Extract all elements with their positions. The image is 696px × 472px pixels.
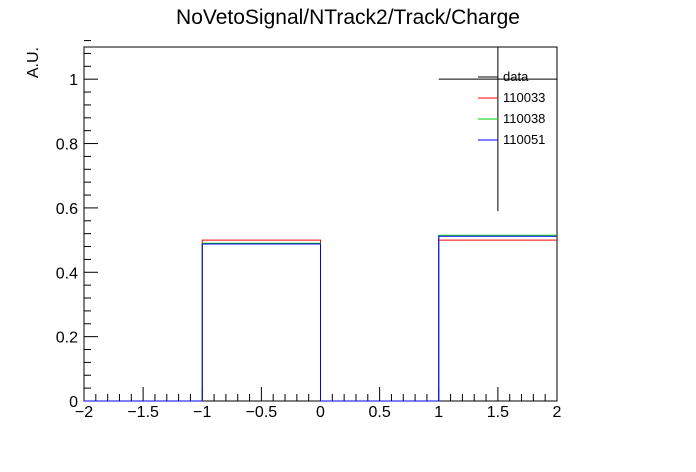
x-tick-label: 2 — [553, 404, 562, 421]
x-tick-label: 1.5 — [487, 404, 509, 421]
series-layer — [84, 47, 557, 402]
legend-label-data: data — [503, 69, 529, 84]
x-tick-label: 0.5 — [369, 404, 391, 421]
data-point — [438, 47, 557, 212]
axis-ticks — [83, 40, 558, 402]
series-110051 — [84, 235, 557, 402]
y-tick-label: 0.6 — [56, 201, 78, 218]
y-axis-label: A.U. — [25, 47, 42, 78]
legend-label-110038: 110038 — [503, 111, 545, 126]
y-tick-label: 0.8 — [56, 137, 78, 154]
y-tick-label: 0 — [69, 394, 78, 411]
chart-title: NoVetoSignal/NTrack2/Track/Charge — [176, 6, 520, 29]
x-tick-label: 1 — [434, 404, 443, 421]
y-tick-label: 0.2 — [56, 330, 78, 347]
tick-labels: −2 −1.5 −1 −0.5 0 0.5 1 1.5 2 0 0.2 0.4 0.6 0.8 1 — [56, 72, 562, 421]
legend-label-110033: 110033 — [503, 90, 545, 105]
x-tick-label: −1 — [193, 404, 211, 421]
x-tick-label: −0.5 — [246, 404, 278, 421]
x-tick-label: −1.5 — [127, 404, 159, 421]
y-tick-label: 1 — [69, 72, 78, 89]
x-tick-label: −2 — [75, 404, 93, 421]
legend: data 110033 110038 110051 — [478, 69, 545, 147]
legend-label-110051: 110051 — [503, 132, 545, 147]
x-tick-label: 0 — [316, 404, 325, 421]
y-tick-label: 0.4 — [56, 265, 78, 282]
